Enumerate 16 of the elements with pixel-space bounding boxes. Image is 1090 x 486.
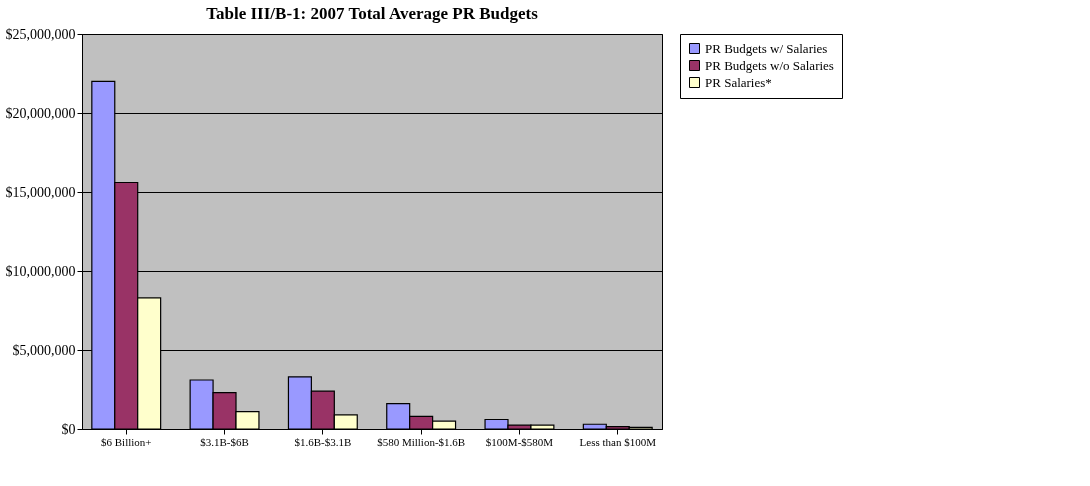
- y-tick-label: $0: [61, 421, 76, 437]
- legend-label: PR Budgets w/ Salaries: [705, 40, 828, 56]
- y-tick-label: $20,000,000: [5, 105, 76, 121]
- legend-label: PR Budgets w/o Salaries: [705, 57, 834, 73]
- x-tick-label: $1.6B-$3.1B: [294, 435, 352, 448]
- x-tick-label: $100M-$580M: [485, 435, 554, 448]
- x-tick-label: $3.1B-$6B: [200, 435, 249, 448]
- x-tick-label: $6 Billion+: [100, 435, 152, 448]
- y-tick-label: $5,000,000: [12, 342, 76, 358]
- legend-label: PR Salaries*: [705, 74, 772, 90]
- x-tick-label: Less than $100M: [579, 435, 657, 448]
- y-tick-label: $15,000,000: [5, 184, 76, 200]
- y-tick-label: $10,000,000: [5, 263, 76, 279]
- y-tick-label: $25,000,000: [5, 26, 76, 42]
- x-tick-label: $580 Million-$1.6B: [377, 435, 466, 448]
- chart-title: Table III/B-1: 2007 Total Average PR Budgets: [206, 4, 539, 23]
